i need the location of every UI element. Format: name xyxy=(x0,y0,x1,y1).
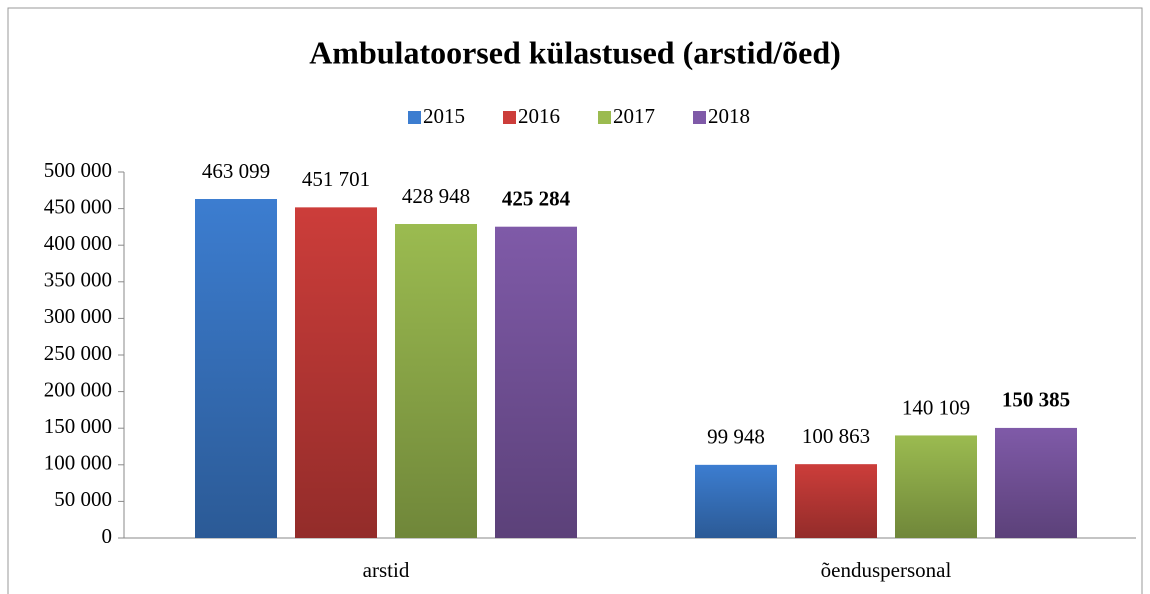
y-tick-label: 200 000 xyxy=(44,377,112,401)
legend-swatch xyxy=(408,111,421,124)
x-tick-label: arstid xyxy=(363,558,410,582)
value-label: 451 701 xyxy=(302,167,370,191)
chart-frame xyxy=(7,7,1143,594)
value-label: 428 948 xyxy=(402,184,470,208)
y-tick-label: 450 000 xyxy=(44,194,112,218)
bar-shade xyxy=(295,207,377,539)
y-tick-label: 500 000 xyxy=(44,158,112,182)
y-tick-label: 300 000 xyxy=(44,304,112,328)
y-tick-label: 400 000 xyxy=(44,231,112,255)
bar-shade xyxy=(795,464,877,538)
bar-shade xyxy=(995,427,1077,538)
value-label: 99 948 xyxy=(707,425,765,449)
chart-title: Ambulatoorsed külastused (arstid/õed) xyxy=(309,34,841,70)
bar-shade xyxy=(895,435,977,538)
value-label: 100 863 xyxy=(802,424,870,448)
bar-shade xyxy=(695,464,777,538)
x-tick-label: õenduspersonal xyxy=(821,558,952,582)
legend-swatch xyxy=(503,111,516,124)
legend-label: 2017 xyxy=(613,104,655,128)
y-tick-label: 50 000 xyxy=(54,487,112,511)
bar-shade xyxy=(495,226,577,538)
value-label: 463 099 xyxy=(202,159,270,183)
legend: 2015 2016 2017 2018 xyxy=(408,104,750,128)
bar-shade xyxy=(195,199,277,538)
y-tick-label: 100 000 xyxy=(44,451,112,475)
y-tick-label: 350 000 xyxy=(44,268,112,292)
legend-label: 2018 xyxy=(708,104,750,128)
legend-swatch xyxy=(598,111,611,124)
value-label: 140 109 xyxy=(902,395,970,419)
legend-label: 2016 xyxy=(518,104,560,128)
value-label: 425 284 xyxy=(502,187,571,211)
legend-swatch xyxy=(693,111,706,124)
y-tick-label: 250 000 xyxy=(44,341,112,365)
y-tick-label: 0 xyxy=(102,524,113,548)
value-label: 150 385 xyxy=(1002,388,1070,412)
y-tick-label: 150 000 xyxy=(44,414,112,438)
bar-shade xyxy=(395,224,477,538)
legend-label: 2015 xyxy=(423,104,465,128)
